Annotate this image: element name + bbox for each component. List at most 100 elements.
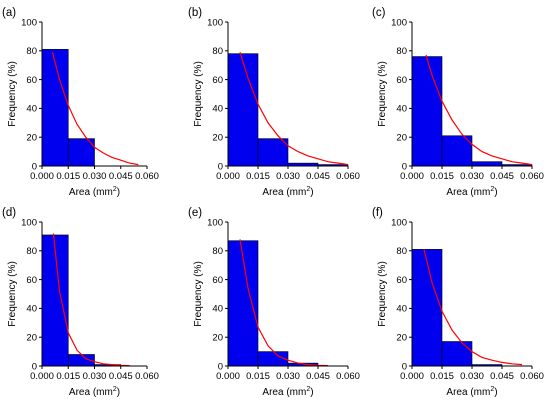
histogram-bar [41,49,69,167]
y-tick-label: 20 [212,133,223,144]
histogram-bar [441,135,473,167]
x-tick-label: 0.045 [306,171,330,182]
y-tick-label: 40 [26,104,37,115]
fit-curve [51,52,139,166]
x-axis-title: Area (mm2) [69,386,120,398]
y-tick-label: 0 [32,361,37,372]
x-axis-title: Area (mm2) [262,186,313,198]
y-tick-label: 60 [212,75,223,86]
histogram-bar [411,249,443,367]
y-tick-label: 20 [26,133,37,144]
y-tick-label: 100 [207,17,223,28]
histogram-bar [441,341,473,367]
x-tick-label: 0.045 [109,171,133,182]
x-tick-label: 0.015 [56,171,80,182]
y-tick-label: 40 [396,304,407,315]
x-tick-label: 0.015 [246,171,270,182]
x-axis-title: Area (mm2) [69,186,120,198]
x-tick-label: 0.000 [400,371,424,382]
x-tick-label: 0.030 [460,371,484,382]
fit-curve [425,54,533,166]
y-tick-label: 60 [212,275,223,286]
x-tick-label: 0.045 [306,371,330,382]
x-tick-label: 0.060 [520,371,544,382]
x-axis-title-superscript: 2 [306,186,310,193]
y-tick-label: 80 [26,46,37,57]
y-tick-label: 60 [396,75,407,86]
x-tick-label: 0.000 [30,371,54,382]
x-axis-title: Area (mm2) [446,386,497,398]
x-axis-title-text: Area (mm [446,387,490,398]
panel-label: (e) [188,207,202,219]
y-tick-label: 60 [26,275,37,286]
x-tick-label: 0.015 [430,171,454,182]
x-tick-label: 0.030 [276,371,300,382]
y-tick-label: 60 [396,275,407,286]
x-axis-title-text: Area (mm [262,187,306,198]
x-axis-title-end: ) [494,387,497,398]
y-tick-label: 80 [396,46,407,57]
y-axis-title: Frequency (%) [377,61,388,127]
x-axis-title-end: ) [310,187,313,198]
y-tick-label: 0 [402,161,407,172]
fit-curve [239,52,349,166]
fit-curve [239,239,329,367]
y-tick-label: 80 [26,246,37,257]
x-tick-label: 0.060 [336,171,360,182]
y-axis-title: Frequency (%) [193,61,204,127]
histogram-bar [41,234,69,367]
panel-label: (a) [2,7,16,19]
y-tick-label: 80 [212,46,223,57]
y-tick-label: 100 [21,217,37,228]
y-tick-label: 60 [26,75,37,86]
x-tick-label: 0.000 [216,371,240,382]
histogram-bar [67,138,95,167]
x-tick-label: 0.015 [430,371,454,382]
y-tick-label: 0 [32,161,37,172]
x-axis-title-superscript: 2 [490,186,494,193]
fit-curve [52,233,130,367]
x-axis-title-superscript: 2 [113,186,117,193]
panel-label: (d) [2,207,16,219]
x-axis-title-text: Area (mm [262,387,306,398]
x-tick-label: 0.060 [520,171,544,182]
x-tick-label: 0.030 [83,371,107,382]
y-tick-label: 20 [396,133,407,144]
x-axis-title: Area (mm2) [446,186,497,198]
x-tick-label: 0.030 [83,171,107,182]
y-tick-label: 80 [212,246,223,257]
y-tick-label: 40 [212,104,223,115]
y-tick-label: 100 [21,17,37,28]
y-tick-label: 100 [391,217,407,228]
y-tick-label: 40 [396,104,407,115]
x-tick-label: 0.045 [109,371,133,382]
x-tick-label: 0.030 [460,171,484,182]
x-tick-label: 0.000 [216,171,240,182]
panel-label: (c) [372,7,386,19]
x-axis-title-end: ) [117,187,120,198]
y-tick-label: 20 [26,333,37,344]
y-tick-label: 100 [391,17,407,28]
y-tick-label: 40 [212,304,223,315]
x-axis-title-text: Area (mm [446,187,490,198]
y-axis-title: Frequency (%) [7,261,18,327]
x-tick-label: 0.000 [30,171,54,182]
histogram-bar [227,53,259,167]
x-axis-title-superscript: 2 [113,386,117,393]
x-axis-title-text: Area (mm [69,187,113,198]
x-tick-label: 0.000 [400,171,424,182]
fit-curve [423,249,523,366]
y-tick-label: 20 [396,333,407,344]
x-tick-label: 0.015 [56,371,80,382]
x-tick-label: 0.060 [135,171,159,182]
x-axis-title-superscript: 2 [490,386,494,393]
chart-panel: 0 20 40 60 80 100 0.000 0.015 0.030 0.045 0.060 Are… [2,7,159,198]
y-tick-label: 80 [396,246,407,257]
y-tick-label: 40 [26,304,37,315]
histogram-bar [411,56,443,167]
histogram-bar [471,161,503,167]
